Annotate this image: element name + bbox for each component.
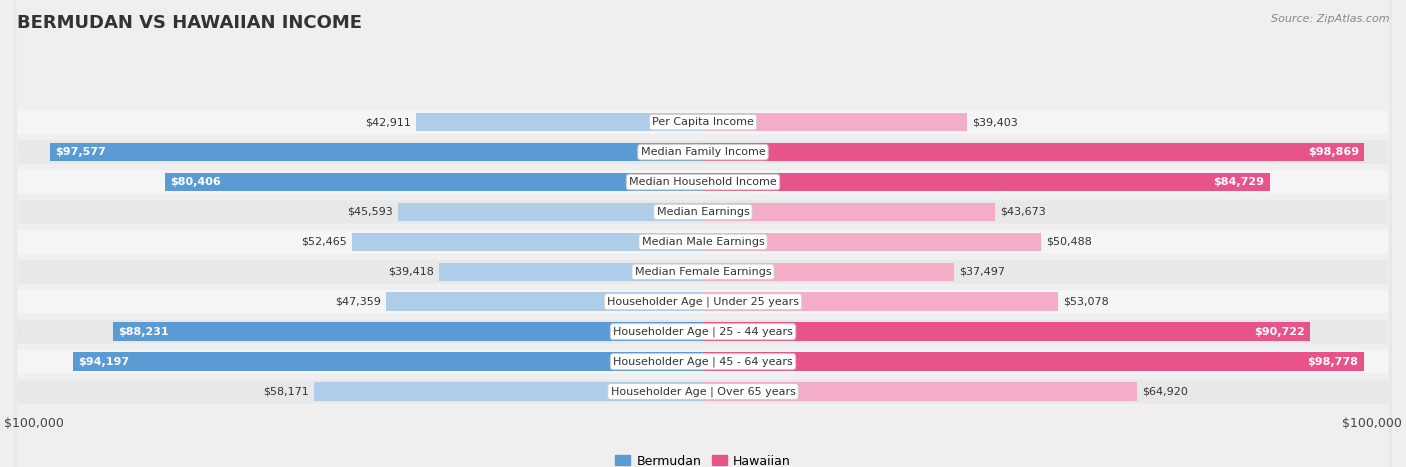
Bar (398, 203, 703, 221)
Bar (165, 173, 703, 191)
FancyBboxPatch shape (14, 0, 1392, 467)
Text: $42,911: $42,911 (364, 117, 411, 127)
Text: Householder Age | 25 - 44 years: Householder Age | 25 - 44 years (613, 326, 793, 337)
Text: Median Earnings: Median Earnings (657, 207, 749, 217)
Text: $52,465: $52,465 (301, 237, 347, 247)
Bar (703, 233, 1040, 251)
Text: $39,418: $39,418 (388, 267, 434, 277)
Bar (112, 322, 703, 341)
FancyBboxPatch shape (14, 0, 1392, 467)
Text: $50,488: $50,488 (1046, 237, 1092, 247)
Text: $97,577: $97,577 (56, 147, 107, 157)
FancyBboxPatch shape (14, 0, 1392, 467)
Text: BERMUDAN VS HAWAIIAN INCOME: BERMUDAN VS HAWAIIAN INCOME (17, 14, 361, 32)
Bar (387, 292, 703, 311)
Text: $94,197: $94,197 (79, 357, 129, 367)
Text: $84,729: $84,729 (1213, 177, 1264, 187)
Text: $37,497: $37,497 (959, 267, 1005, 277)
Bar (703, 143, 1364, 162)
Text: Householder Age | Under 25 years: Householder Age | Under 25 years (607, 297, 799, 307)
Text: $45,593: $45,593 (347, 207, 392, 217)
Bar (703, 113, 966, 132)
Text: $98,778: $98,778 (1308, 357, 1358, 367)
Text: $47,359: $47,359 (335, 297, 381, 307)
Bar (703, 322, 1310, 341)
Text: $88,231: $88,231 (118, 326, 169, 337)
Text: $90,722: $90,722 (1254, 326, 1305, 337)
Bar (703, 292, 1059, 311)
Text: Median Family Income: Median Family Income (641, 147, 765, 157)
Bar (51, 143, 703, 162)
Text: Median Female Earnings: Median Female Earnings (634, 267, 772, 277)
Text: $43,673: $43,673 (1001, 207, 1046, 217)
FancyBboxPatch shape (14, 0, 1392, 467)
Bar (703, 203, 995, 221)
Bar (352, 233, 703, 251)
Bar (314, 382, 703, 401)
Text: $53,078: $53,078 (1063, 297, 1109, 307)
Legend: Bermudan, Hawaiian: Bermudan, Hawaiian (610, 450, 796, 467)
Bar (416, 113, 703, 132)
Bar (703, 173, 1270, 191)
Text: Per Capita Income: Per Capita Income (652, 117, 754, 127)
FancyBboxPatch shape (14, 0, 1392, 467)
FancyBboxPatch shape (14, 0, 1392, 467)
FancyBboxPatch shape (14, 0, 1392, 467)
FancyBboxPatch shape (14, 0, 1392, 467)
Text: Median Household Income: Median Household Income (628, 177, 778, 187)
Text: $80,406: $80,406 (170, 177, 221, 187)
Bar (703, 262, 953, 281)
Text: $39,403: $39,403 (972, 117, 1018, 127)
Bar (439, 262, 703, 281)
Text: $64,920: $64,920 (1143, 387, 1188, 396)
Text: $98,869: $98,869 (1308, 147, 1360, 157)
Bar (703, 382, 1137, 401)
Text: $58,171: $58,171 (263, 387, 308, 396)
Text: Householder Age | 45 - 64 years: Householder Age | 45 - 64 years (613, 356, 793, 367)
Bar (703, 352, 1364, 371)
FancyBboxPatch shape (14, 0, 1392, 467)
Text: Householder Age | Over 65 years: Householder Age | Over 65 years (610, 386, 796, 397)
Bar (73, 352, 703, 371)
Text: Median Male Earnings: Median Male Earnings (641, 237, 765, 247)
Text: Source: ZipAtlas.com: Source: ZipAtlas.com (1271, 14, 1389, 24)
FancyBboxPatch shape (14, 0, 1392, 467)
